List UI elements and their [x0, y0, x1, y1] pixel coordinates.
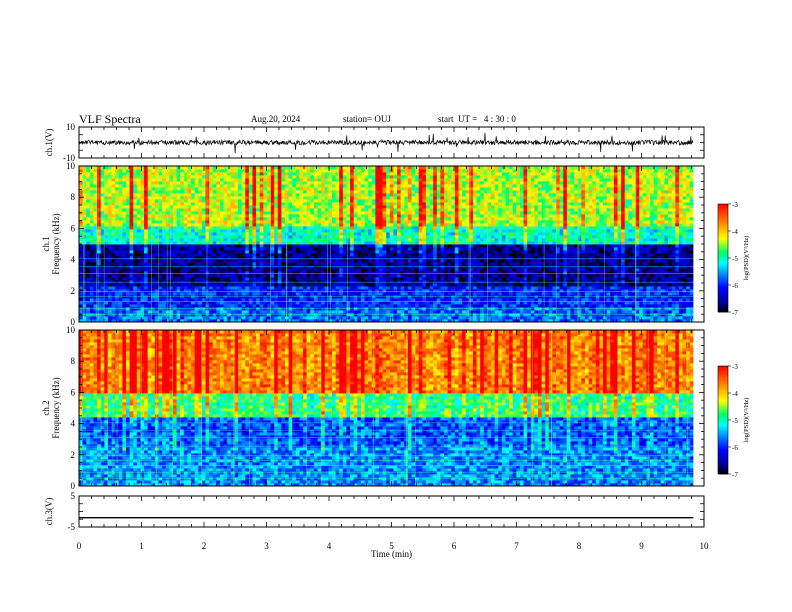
ch1-colorbar — [717, 203, 731, 313]
ch2-colorbar-tick-label: -4 — [732, 390, 738, 398]
ch1-colorbar-label: log(PSD)(V²/Hz) — [743, 236, 750, 281]
date-label: Aug.20, 2024 — [251, 114, 301, 124]
ch1-waveform-tick-label: 10 — [66, 122, 76, 132]
ch2-spectrogram-tick-label: 6 — [71, 387, 76, 397]
ch2-colorbar — [717, 365, 731, 475]
ch2-spectrogram-tick-label: 8 — [71, 356, 76, 366]
time-tick-label: 10 — [700, 541, 710, 551]
ch1-spectrogram-tick-label: 6 — [71, 223, 76, 233]
ch3-waveform-ylabel: ch.3(V) — [44, 498, 54, 526]
ch2-colorbar-label: log(PSD)(V²/Hz) — [743, 398, 750, 443]
time-tick-label: 5 — [389, 541, 394, 551]
ch2-spectrogram-ylabel: Frequency (kHz) — [51, 377, 61, 438]
ch2-spectrogram-tick-label: 4 — [71, 419, 76, 429]
time-tick-label: 9 — [639, 541, 644, 551]
ch1-spectrogram-image — [79, 166, 704, 323]
ch2-spectrogram-image — [79, 330, 704, 487]
station-label: station= OUJ — [343, 114, 391, 124]
ch2-colorbar-tick-label: -6 — [732, 444, 738, 452]
ch1-colorbar-tick-label: -6 — [732, 282, 738, 290]
ch3-waveform-tick-label: -5 — [68, 522, 76, 532]
ch1-spectrogram-ylabel: ch.1 — [41, 236, 51, 251]
ch1-spectrogram-tick-label: 10 — [66, 161, 76, 171]
ch1-spectrogram-tick-label: 8 — [71, 192, 76, 202]
time-tick-label: 0 — [77, 541, 82, 551]
time-tick-label: 7 — [514, 541, 519, 551]
time-tick-label: 8 — [577, 541, 582, 551]
figure-title: VLF Spectra — [79, 112, 141, 126]
ch2-colorbar-tick-label: -5 — [732, 417, 738, 425]
ch2-colorbar-tick-label: -7 — [732, 471, 738, 479]
ch1-colorbar-tick-label: -7 — [732, 309, 738, 317]
time-axis-title: Time (min) — [371, 549, 412, 559]
ch3-waveform-tick-label: 5 — [71, 491, 76, 501]
ch2-spectrogram-tick-label: 2 — [71, 450, 76, 460]
start-time-label: start UT = 4 : 30 : 0 — [438, 114, 516, 124]
time-tick-label: 4 — [327, 541, 332, 551]
time-tick-label: 3 — [264, 541, 269, 551]
ch1-colorbar-tick-label: -5 — [732, 255, 738, 263]
time-tick-label: 1 — [139, 541, 144, 551]
ch1-waveform-ylabel: ch.1(V) — [44, 129, 54, 157]
ch1-spectrogram-tick-label: 0 — [71, 317, 76, 327]
ch2-spectrogram-ylabel: ch.2 — [41, 400, 51, 415]
ch1-colorbar-tick-label: -4 — [732, 228, 738, 236]
time-tick-label: 6 — [452, 541, 457, 551]
ch2-spectrogram-tick-label: 10 — [66, 325, 76, 335]
ch1-spectrogram-tick-label: 2 — [71, 286, 76, 296]
ch1-spectrogram-ylabel: Frequency (kHz) — [51, 213, 61, 274]
ch1-colorbar-tick-label: -3 — [732, 201, 738, 209]
time-tick-label: 2 — [202, 541, 207, 551]
ch2-spectrogram-tick-label: 0 — [71, 481, 76, 491]
ch1-waveform-tick-label: -10 — [63, 153, 75, 163]
ch2-colorbar-tick-label: -3 — [732, 363, 738, 371]
ch1-waveform-trace — [78, 132, 694, 154]
ch1-spectrogram-tick-label: 4 — [71, 255, 76, 265]
